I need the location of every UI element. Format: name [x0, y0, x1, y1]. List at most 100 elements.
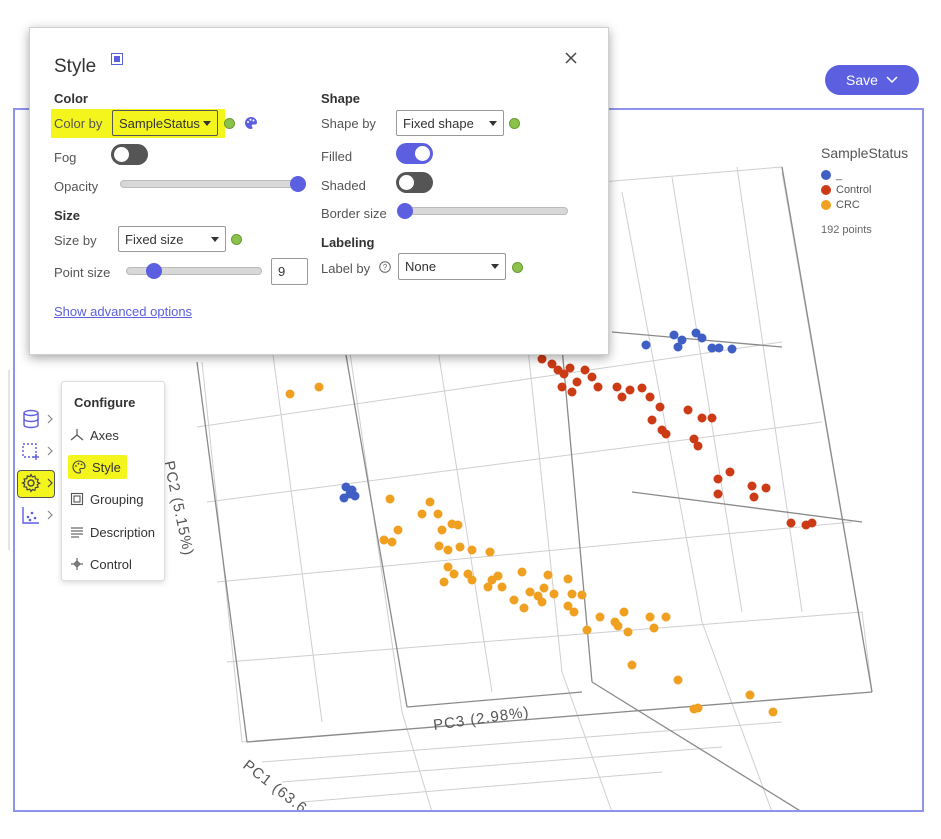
legend-item[interactable]: Control: [821, 182, 908, 197]
data-point[interactable]: [641, 340, 651, 350]
data-point[interactable]: [559, 369, 569, 379]
tool-selection[interactable]: [17, 435, 57, 467]
data-point[interactable]: [625, 385, 635, 395]
tool-plot[interactable]: [17, 499, 57, 531]
data-point[interactable]: [587, 372, 597, 382]
data-point[interactable]: [347, 485, 357, 495]
data-point[interactable]: [314, 382, 324, 392]
scatter-3d-plot[interactable]: PC3 (2.98%) PC2 (5.15%) PC1 (63.6: [13, 108, 924, 812]
data-point[interactable]: [673, 342, 683, 352]
menu-item-axes[interactable]: Axes: [70, 423, 119, 447]
data-point[interactable]: [683, 405, 693, 415]
data-point[interactable]: [645, 392, 655, 402]
point-size-slider-thumb[interactable]: [146, 263, 162, 279]
tool-data[interactable]: [17, 403, 57, 435]
data-point[interactable]: [661, 429, 671, 439]
point-size-input[interactable]: [271, 258, 308, 285]
data-point[interactable]: [569, 607, 579, 617]
border-size-slider-thumb[interactable]: [397, 203, 413, 219]
data-point[interactable]: [434, 541, 444, 551]
data-point[interactable]: [749, 492, 759, 502]
data-point[interactable]: [439, 577, 449, 587]
data-point[interactable]: [563, 601, 573, 611]
data-point[interactable]: [449, 569, 459, 579]
data-point[interactable]: [547, 359, 557, 369]
data-point[interactable]: [339, 493, 349, 503]
point-size-slider[interactable]: [126, 267, 262, 275]
data-point[interactable]: [543, 570, 553, 580]
menu-item-grouping[interactable]: Grouping: [70, 487, 143, 511]
data-point[interactable]: [627, 660, 637, 670]
data-point[interactable]: [580, 365, 590, 375]
data-point[interactable]: [713, 489, 723, 499]
data-point[interactable]: [537, 597, 547, 607]
data-point[interactable]: [493, 571, 503, 581]
tool-configure[interactable]: [17, 467, 57, 499]
data-point[interactable]: [593, 382, 603, 392]
data-point[interactable]: [689, 434, 699, 444]
legend-item[interactable]: CRC: [821, 197, 908, 212]
label-by-select[interactable]: None: [398, 253, 506, 280]
data-point[interactable]: [673, 675, 683, 685]
shape-by-select[interactable]: Fixed shape: [396, 110, 504, 136]
data-point[interactable]: [565, 363, 575, 373]
data-point[interactable]: [613, 621, 623, 631]
data-point[interactable]: [691, 328, 701, 338]
data-point[interactable]: [595, 612, 605, 622]
data-point[interactable]: [385, 494, 395, 504]
data-point[interactable]: [577, 590, 587, 600]
data-point[interactable]: [379, 535, 389, 545]
help-icon[interactable]: ?: [379, 261, 391, 273]
data-point[interactable]: [467, 545, 477, 555]
data-point[interactable]: [563, 574, 573, 584]
data-point[interactable]: [807, 518, 817, 528]
data-point[interactable]: [483, 582, 493, 592]
opacity-slider[interactable]: [120, 180, 300, 188]
data-point[interactable]: [387, 537, 397, 547]
plot-area[interactable]: PC3 (2.98%) PC2 (5.15%) PC1 (63.6: [13, 108, 924, 812]
data-point[interactable]: [539, 583, 549, 593]
data-point[interactable]: [768, 707, 778, 717]
data-point[interactable]: [497, 582, 507, 592]
filled-toggle[interactable]: [396, 143, 433, 164]
data-point[interactable]: [655, 402, 665, 412]
data-point[interactable]: [557, 382, 567, 392]
show-advanced-options-link[interactable]: Show advanced options: [54, 304, 193, 319]
shaded-toggle[interactable]: [396, 172, 433, 193]
menu-item-control[interactable]: Control: [70, 552, 132, 576]
data-point[interactable]: [747, 481, 757, 491]
data-point[interactable]: [727, 344, 737, 354]
data-point[interactable]: [697, 333, 707, 343]
data-point[interactable]: [567, 387, 577, 397]
data-point[interactable]: [693, 703, 703, 713]
pop-out-icon[interactable]: [111, 53, 123, 65]
data-point[interactable]: [637, 383, 647, 393]
data-point[interactable]: [713, 474, 723, 484]
data-point[interactable]: [519, 603, 529, 613]
data-point[interactable]: [437, 525, 447, 535]
palette-icon[interactable]: [244, 116, 258, 130]
data-point[interactable]: [677, 335, 687, 345]
data-point[interactable]: [669, 330, 679, 340]
color-by-select[interactable]: SampleStatus: [112, 110, 218, 136]
data-point[interactable]: [525, 587, 535, 597]
data-point[interactable]: [714, 343, 724, 353]
data-point[interactable]: [649, 623, 659, 633]
data-point[interactable]: [647, 415, 657, 425]
data-point[interactable]: [761, 483, 771, 493]
data-point[interactable]: [567, 589, 577, 599]
data-point[interactable]: [612, 382, 622, 392]
data-point[interactable]: [285, 389, 295, 399]
data-point[interactable]: [707, 413, 717, 423]
opacity-slider-thumb[interactable]: [290, 176, 306, 192]
fog-toggle[interactable]: [111, 144, 148, 165]
data-point[interactable]: [453, 520, 463, 530]
data-point[interactable]: [443, 562, 453, 572]
save-button[interactable]: Save: [825, 65, 919, 95]
data-point[interactable]: [582, 625, 592, 635]
data-point[interactable]: [623, 627, 633, 637]
data-point[interactable]: [443, 545, 453, 555]
data-point[interactable]: [745, 690, 755, 700]
data-point[interactable]: [425, 497, 435, 507]
data-point[interactable]: [455, 542, 465, 552]
